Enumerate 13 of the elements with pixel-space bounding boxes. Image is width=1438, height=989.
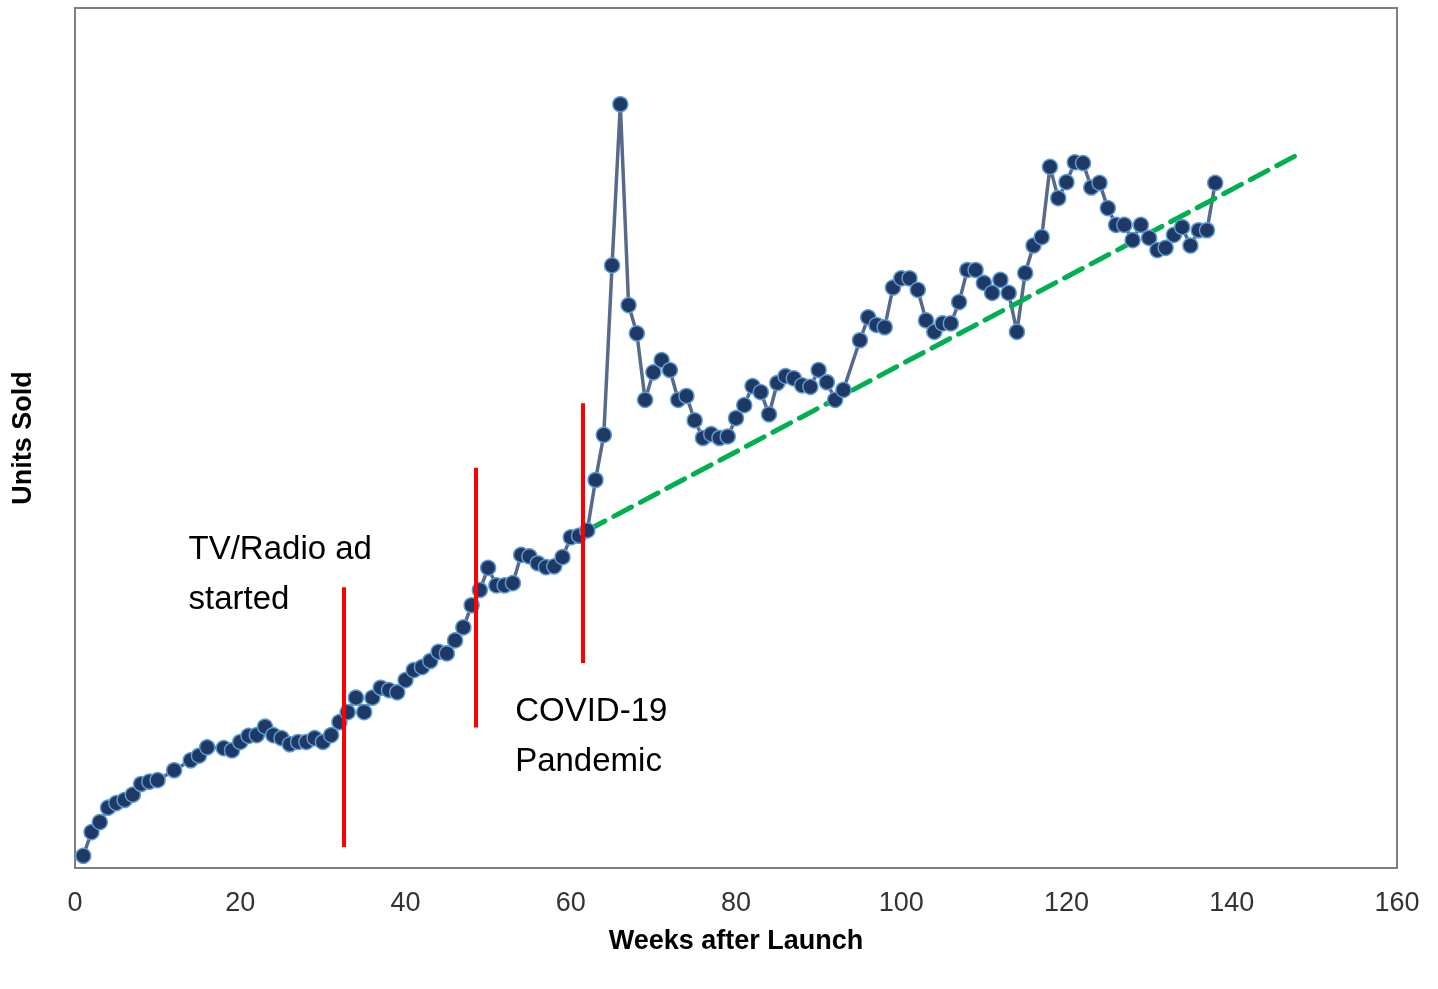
ref-line-label: COVID-19 Pandemic — [515, 691, 668, 779]
ref-line-label: TV/Radio ad started — [188, 528, 372, 616]
x-tick-label: 0 — [67, 886, 83, 917]
x-tick-label: 80 — [720, 886, 752, 917]
x-tick-label: 140 — [1209, 886, 1255, 917]
x-tick-label: 40 — [390, 886, 421, 917]
x-tick-label: 60 — [555, 886, 586, 917]
x-tick-label: 120 — [1043, 886, 1090, 917]
x-tick-label: 160 — [1374, 886, 1420, 917]
y-axis-title: Units Sold — [6, 371, 37, 505]
x-tick-label: 20 — [225, 886, 256, 917]
x-axis-title: Weeks after Launch — [608, 924, 864, 955]
x-tick-label: 100 — [878, 886, 924, 917]
